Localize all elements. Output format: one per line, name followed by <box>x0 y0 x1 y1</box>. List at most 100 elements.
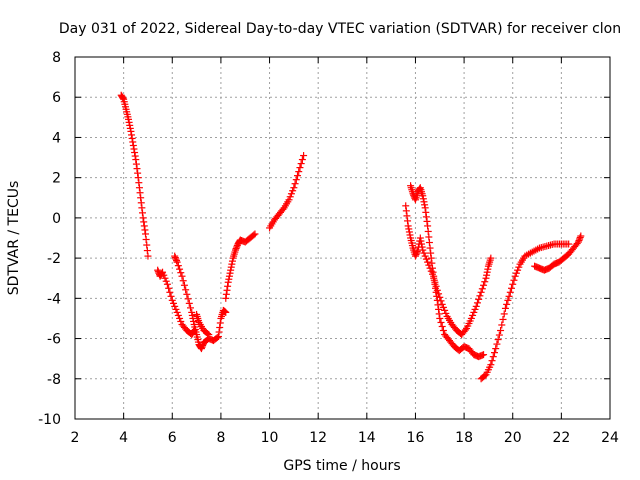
data-point <box>499 315 507 323</box>
data-point <box>119 94 127 102</box>
data-point <box>436 314 444 322</box>
data-point <box>505 292 513 300</box>
data-point <box>423 217 431 225</box>
data-point <box>226 269 234 277</box>
data-point <box>515 263 523 271</box>
data-point <box>134 169 142 177</box>
data-point <box>162 277 170 285</box>
data-point <box>163 280 171 288</box>
data-point <box>421 252 429 260</box>
data-point <box>161 274 169 282</box>
data-point <box>422 213 430 221</box>
data-point <box>419 195 427 203</box>
y-tick-label: -4 <box>47 291 61 307</box>
data-point <box>177 269 185 277</box>
data-point <box>171 252 179 260</box>
data-point <box>469 311 477 319</box>
x-axis-label: GPS time / hours <box>283 458 400 474</box>
data-point <box>494 336 502 344</box>
data-point <box>422 208 430 216</box>
data-point <box>205 331 213 339</box>
data-point <box>184 295 192 303</box>
data-point <box>173 257 181 265</box>
data-point <box>402 202 410 210</box>
data-point <box>188 308 196 316</box>
x-tick-label: 18 <box>455 430 473 446</box>
data-point <box>185 299 193 307</box>
data-point <box>139 214 147 222</box>
data-point <box>140 222 148 230</box>
data-point <box>512 269 520 277</box>
data-point <box>216 323 224 331</box>
data-point <box>576 233 584 241</box>
data-point <box>431 280 439 288</box>
data-point <box>405 225 413 233</box>
data-point <box>487 361 495 369</box>
data-point <box>167 292 175 300</box>
data-point <box>576 235 584 243</box>
data-point <box>174 311 182 319</box>
data-point <box>142 230 150 238</box>
data-point <box>475 295 483 303</box>
data-point <box>490 349 498 357</box>
data-point <box>286 193 294 201</box>
data-point <box>427 254 435 262</box>
y-tick-label: 6 <box>52 90 61 106</box>
data-point <box>168 296 176 304</box>
data-point <box>216 319 224 327</box>
chart-title: Day 031 of 2022, Sidereal Day-to-day VTE… <box>59 21 621 37</box>
data-point <box>215 328 223 336</box>
data-point <box>420 249 428 257</box>
data-point <box>183 290 191 298</box>
y-tick-label: 2 <box>52 171 61 187</box>
data-point <box>279 205 287 213</box>
data-point <box>422 255 430 263</box>
x-tick-label: 12 <box>309 430 327 446</box>
data-point <box>131 149 139 157</box>
y-tick-label: 8 <box>52 50 61 66</box>
data-point <box>437 318 445 326</box>
data-point <box>426 244 434 252</box>
data-point <box>406 231 414 239</box>
data-point <box>140 218 148 226</box>
data-point <box>439 303 447 311</box>
data-point <box>225 272 233 280</box>
data-point <box>405 228 413 236</box>
data-point <box>130 145 138 153</box>
data-point <box>137 194 145 202</box>
data-point <box>166 288 174 296</box>
data-point <box>478 285 486 293</box>
data-point <box>295 168 303 176</box>
data-point <box>177 317 185 325</box>
data-point <box>190 317 198 325</box>
data-point <box>134 174 142 182</box>
data-point <box>141 226 149 234</box>
data-point <box>429 268 437 276</box>
data-points <box>117 91 585 383</box>
data-point <box>179 277 187 285</box>
data-point <box>421 201 429 209</box>
data-point <box>154 266 162 274</box>
data-point <box>172 255 180 263</box>
data-point <box>471 305 479 313</box>
data-point <box>403 212 411 220</box>
data-point <box>419 246 427 254</box>
data-point <box>473 299 481 307</box>
data-point <box>176 265 184 273</box>
data-point <box>404 222 412 230</box>
data-point <box>228 260 236 268</box>
data-point <box>424 222 432 230</box>
data-point <box>441 306 449 314</box>
data-point <box>467 314 475 322</box>
data-point <box>501 304 509 312</box>
x-tick-label: 2 <box>71 430 80 446</box>
data-point <box>481 372 489 380</box>
data-point <box>413 249 421 257</box>
data-point <box>172 305 180 313</box>
data-point <box>424 258 432 266</box>
data-point <box>227 263 235 271</box>
data-point <box>498 321 506 329</box>
data-point <box>402 207 410 215</box>
data-point <box>176 314 184 322</box>
